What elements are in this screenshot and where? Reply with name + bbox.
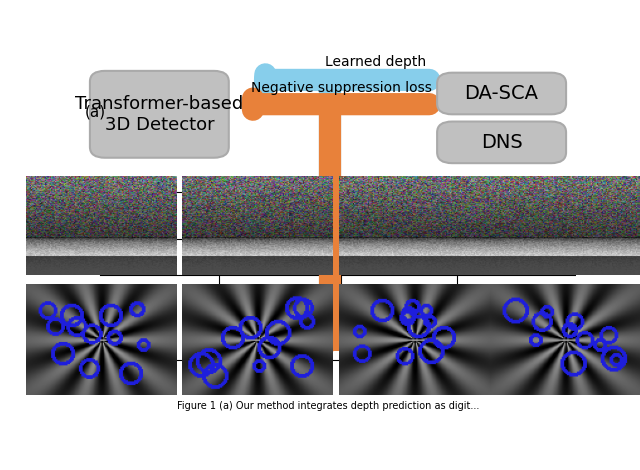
FancyBboxPatch shape <box>437 122 566 163</box>
FancyBboxPatch shape <box>437 73 566 114</box>
Text: (a): (a) <box>85 105 106 120</box>
Text: Negative suppression loss: Negative suppression loss <box>251 81 432 95</box>
Text: (b): (b) <box>85 217 106 232</box>
Text: Learned depth: Learned depth <box>324 55 426 69</box>
FancyBboxPatch shape <box>90 71 229 158</box>
Text: Figure 1 (a) Our method integrates depth prediction as digit...: Figure 1 (a) Our method integrates depth… <box>177 401 479 411</box>
Text: DA-SCA: DA-SCA <box>465 84 539 103</box>
Text: DNS: DNS <box>481 133 522 152</box>
Text: Transformer-based
3D Detector: Transformer-based 3D Detector <box>76 95 243 133</box>
Text: (c): (c) <box>85 311 105 326</box>
